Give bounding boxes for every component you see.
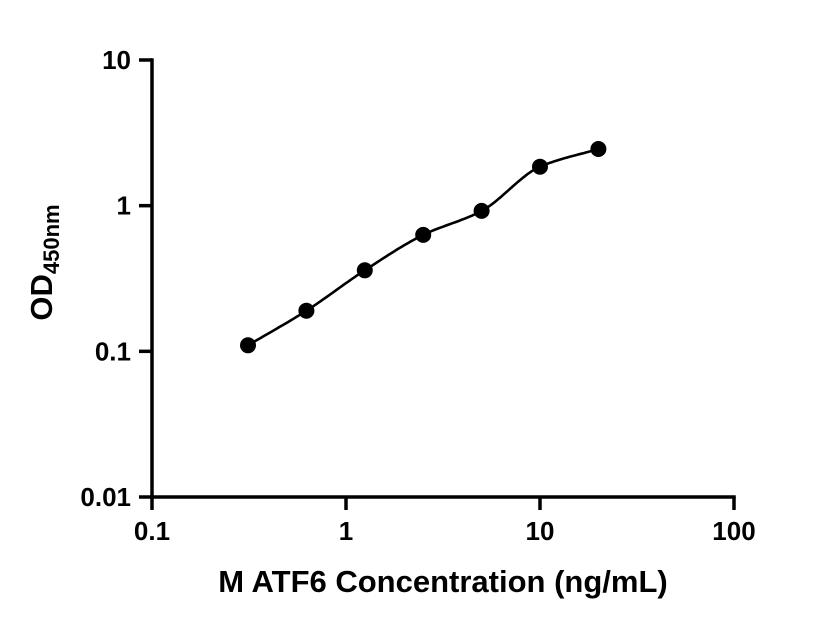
plot-axes: [150, 58, 736, 499]
data-point: [240, 337, 256, 354]
data-point: [415, 226, 432, 243]
y-axis-tick-label: 1: [117, 191, 131, 221]
data-point: [473, 202, 490, 219]
y-axis-tick-label: 0.1: [95, 336, 131, 366]
x-axis-title: M ATF6 Concentration (ng/mL): [218, 564, 667, 599]
data-point: [298, 302, 315, 319]
y-axis-tick-label: 10: [102, 45, 131, 75]
x-axis-tick-label: 1: [339, 516, 353, 546]
data-point: [532, 158, 548, 175]
y-axis-title: OD450nm: [24, 204, 64, 320]
x-axis-tick-label: 100: [712, 516, 755, 546]
y-axis-tick-label: 0.01: [80, 482, 131, 512]
data-point: [356, 262, 373, 279]
x-axis-tick-label: 0.1: [134, 516, 170, 546]
x-axis-tick-label: 10: [526, 516, 555, 546]
data-point: [590, 141, 607, 157]
